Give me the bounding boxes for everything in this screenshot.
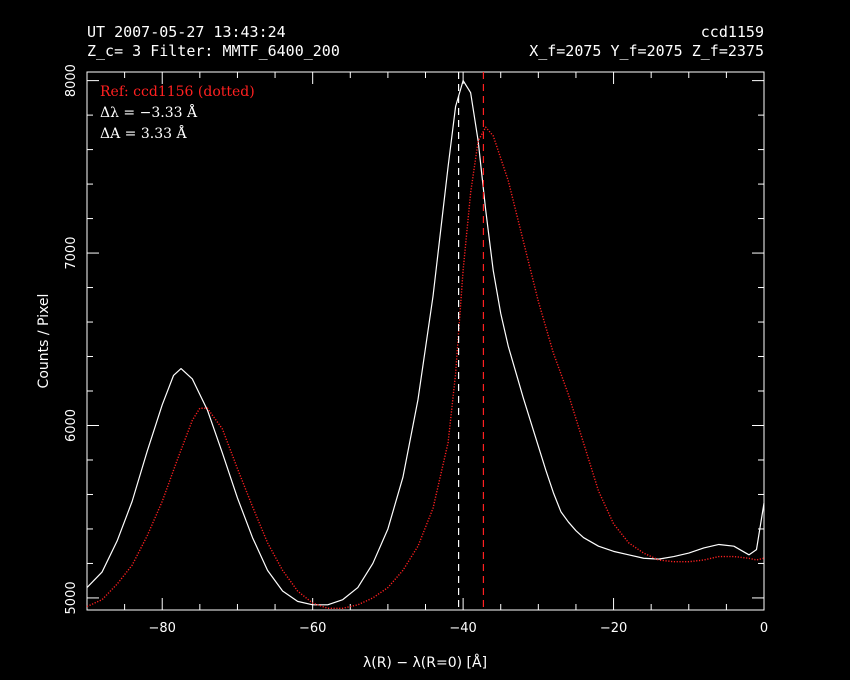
y-tick-label: 5000 xyxy=(64,581,79,614)
header-ccd: ccd1159 xyxy=(701,23,764,41)
y-tick-label: 6000 xyxy=(64,409,79,442)
header-timestamp: UT 2007-05-27 13:43:24 xyxy=(87,23,286,41)
series-line-reference xyxy=(86,126,765,609)
series-layer xyxy=(86,80,765,609)
x-tick-label: 0 xyxy=(760,621,768,636)
header-zc-filter: Z_c= 3 Filter: MMTF_6400_200 xyxy=(87,42,340,60)
x-tick-label: −20 xyxy=(600,621,627,636)
header-focus: X_f=2075 Y_f=2075 Z_f=2375 xyxy=(529,42,764,60)
annotation-delta-lambda: Δλ = −3.33 Å xyxy=(100,103,198,121)
x-tick-label: −40 xyxy=(449,621,476,636)
x-tick-label: −60 xyxy=(299,621,326,636)
y-tick-label: 8000 xyxy=(64,64,79,97)
reference-lines xyxy=(457,72,485,610)
series-line-current xyxy=(86,80,765,606)
axis-ticks: −80 −60 −40 −20 0 5000 6000 7000 8000 xyxy=(64,64,768,636)
x-axis-label: λ(R) − λ(R=0) [Å] xyxy=(363,654,487,671)
annotation-delta-a: ΔA = 3.33 Å xyxy=(100,124,187,142)
plot-frame xyxy=(86,71,765,611)
y-axis-label: Counts / Pixel xyxy=(36,294,52,389)
annotation-ref: Ref: ccd1156 (dotted) xyxy=(100,84,255,100)
y-tick-label: 7000 xyxy=(64,237,79,270)
x-tick-label: −80 xyxy=(149,621,176,636)
